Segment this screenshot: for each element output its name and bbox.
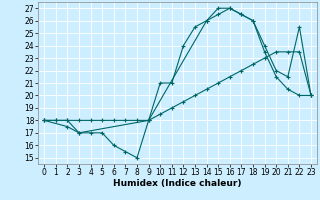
X-axis label: Humidex (Indice chaleur): Humidex (Indice chaleur) <box>113 179 242 188</box>
